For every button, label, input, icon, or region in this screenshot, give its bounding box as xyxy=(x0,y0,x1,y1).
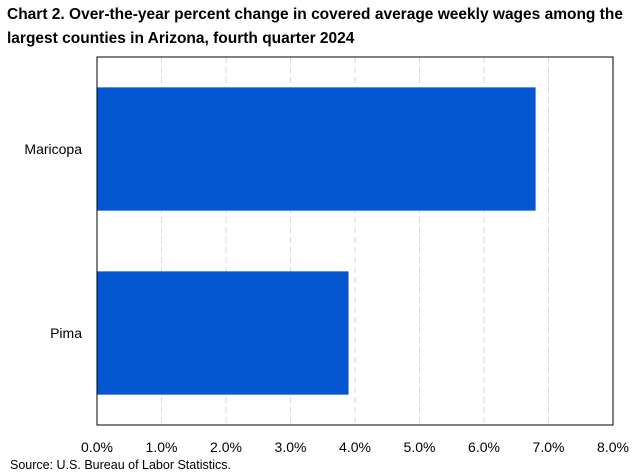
x-tick-label: 6.0% xyxy=(468,439,500,455)
category-label-maricopa: Maricopa xyxy=(24,141,82,157)
bar-maricopa xyxy=(97,87,536,211)
x-tick-label: 5.0% xyxy=(404,439,436,455)
x-tick-label: 1.0% xyxy=(146,439,178,455)
x-tick-label: 0.0% xyxy=(81,439,113,455)
bars xyxy=(97,87,536,395)
plot-frame xyxy=(96,56,614,426)
x-tick-label: 8.0% xyxy=(597,439,629,455)
x-tick-label: 7.0% xyxy=(533,439,565,455)
x-tick-label: 4.0% xyxy=(339,439,371,455)
chart-title: Chart 2. Over-the-year percent change in… xyxy=(7,6,623,47)
x-tick-label: 2.0% xyxy=(210,439,242,455)
source-note: Source: U.S. Bureau of Labor Statistics. xyxy=(10,458,231,472)
category-label-pima: Pima xyxy=(50,325,82,341)
x-tick-label: 3.0% xyxy=(275,439,307,455)
bar-pima xyxy=(97,271,349,395)
x-tick-labels: 0.0% 1.0% 2.0% 3.0% 4.0% 5.0% 6.0% 7.0% 8.0% xyxy=(81,439,629,455)
category-labels: Maricopa Pima xyxy=(24,141,82,341)
